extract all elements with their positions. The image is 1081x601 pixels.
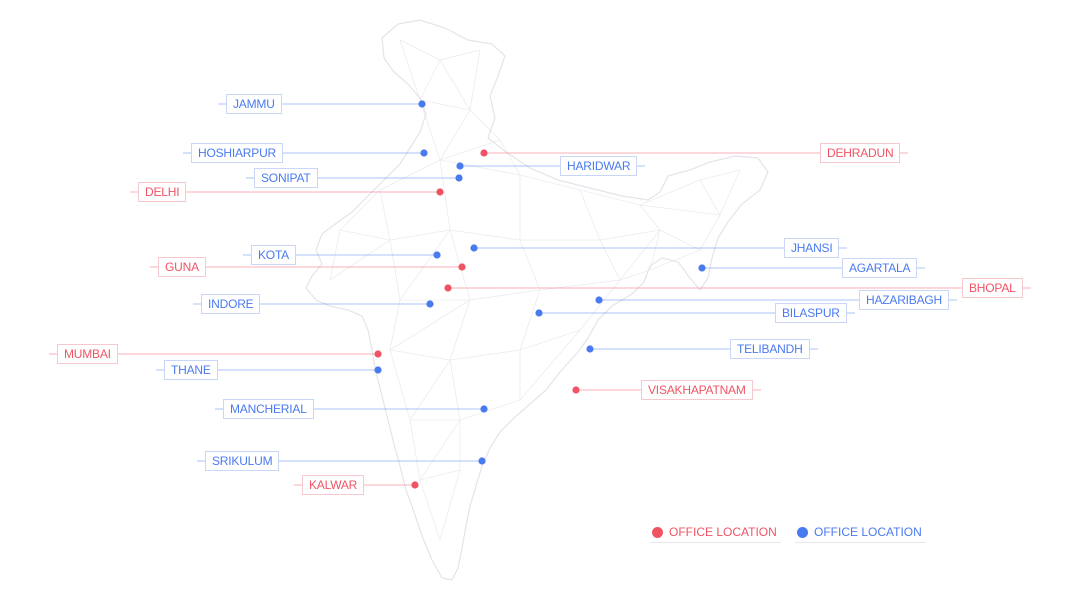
label-kalwar: KALWAR	[302, 475, 365, 495]
marker-hazaribagh[interactable]	[595, 296, 603, 304]
marker-telibandh[interactable]	[586, 345, 594, 353]
label-visakhapatnam: VISAKHAPATNAM	[641, 380, 753, 400]
legend-label-red: OFFICE LOCATION	[669, 525, 777, 539]
label-hoshiarpur: HOSHIARPUR	[191, 143, 284, 163]
label-sonipat: SONIPAT	[254, 168, 318, 188]
label-hazaribagh: HAZARIBAGH	[859, 290, 950, 310]
label-delhi: DELHI	[138, 182, 187, 202]
legend-blue: OFFICE LOCATION	[795, 522, 926, 543]
label-dehradun: DEHRADUN	[820, 143, 901, 163]
marker-agartala[interactable]	[698, 264, 706, 272]
india-outline	[305, 19, 769, 581]
legend-red: OFFICE LOCATION	[650, 522, 781, 543]
marker-mancherial[interactable]	[480, 405, 488, 413]
label-guna: GUNA	[158, 257, 206, 277]
label-mumbai: MUMBAI	[57, 344, 118, 364]
marker-thane[interactable]	[374, 366, 382, 374]
label-telibandh: TELIBANDH	[730, 339, 810, 359]
marker-guna[interactable]	[458, 263, 466, 271]
marker-bilaspur[interactable]	[535, 309, 543, 317]
marker-jhansi[interactable]	[470, 244, 478, 252]
marker-indore[interactable]	[426, 300, 434, 308]
label-haridwar: HARIDWAR	[560, 156, 638, 176]
marker-haridwar[interactable]	[456, 162, 464, 170]
marker-kalwar[interactable]	[411, 481, 419, 489]
label-jammu: JAMMU	[226, 94, 282, 114]
marker-sonipat[interactable]	[455, 174, 463, 182]
marker-jammu[interactable]	[418, 100, 426, 108]
location-markers	[374, 100, 706, 489]
blue-dot-icon	[797, 526, 808, 538]
marker-delhi[interactable]	[436, 188, 444, 196]
marker-bhopal[interactable]	[444, 284, 452, 292]
marker-mumbai[interactable]	[374, 350, 382, 358]
label-thane: THANE	[164, 360, 218, 380]
marker-srikulum[interactable]	[478, 457, 486, 465]
label-indore: INDORE	[201, 294, 261, 314]
map-mesh	[329, 39, 741, 541]
marker-dehradun[interactable]	[480, 149, 488, 157]
marker-visakhapatnam[interactable]	[572, 386, 580, 394]
label-mancherial: MANCHERIAL	[223, 399, 314, 419]
label-srikulum: SRIKULUM	[205, 451, 280, 471]
label-jhansi: JHANSI	[784, 238, 840, 258]
marker-hoshiarpur[interactable]	[420, 149, 428, 157]
label-agartala: AGARTALA	[842, 258, 918, 278]
label-bhopal: BHOPAL	[962, 278, 1023, 298]
label-bilaspur: BILASPUR	[775, 303, 847, 323]
legend-label-blue: OFFICE LOCATION	[814, 525, 922, 539]
marker-kota[interactable]	[433, 251, 441, 259]
label-kota: KOTA	[251, 245, 296, 265]
red-dot-icon	[652, 526, 663, 538]
